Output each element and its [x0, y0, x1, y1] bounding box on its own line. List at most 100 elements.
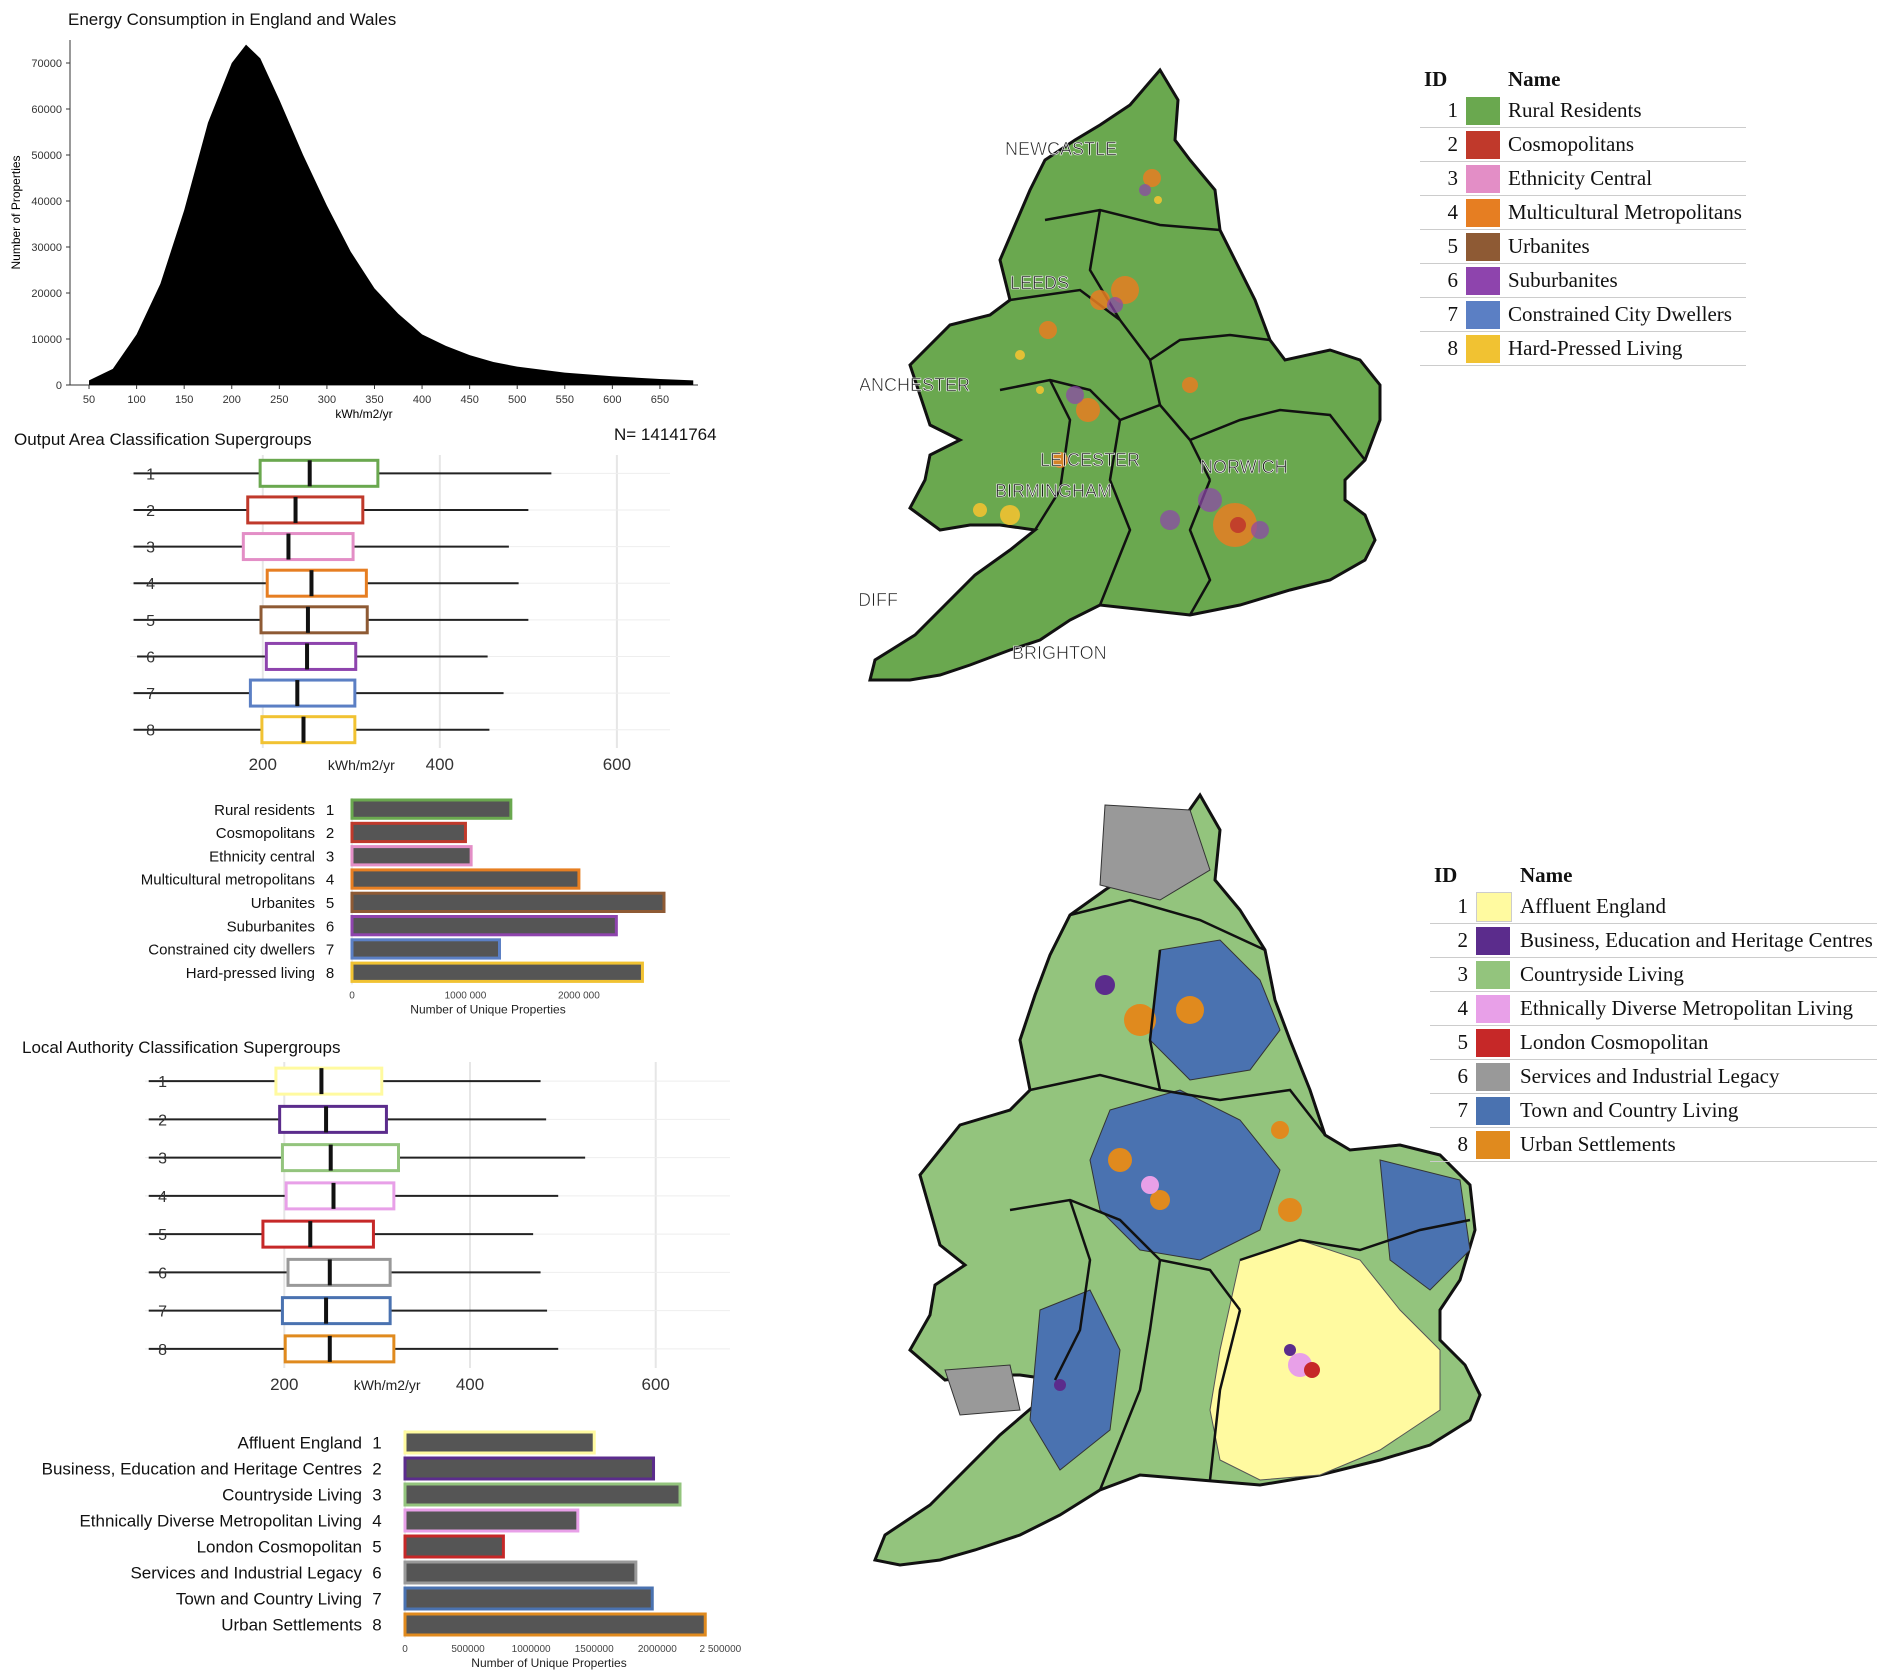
category-label: 2 — [146, 503, 155, 520]
bar-category-label: Suburbanites — [227, 918, 315, 935]
legend-name: Countryside Living — [1516, 957, 1877, 992]
lac-legend: ID Name 1 Affluent England 2 Business, Educ… — [1430, 860, 1877, 1162]
legend-name: Suburbanites — [1504, 263, 1746, 298]
bar-category-label: Constrained city dwellers — [148, 942, 315, 959]
lac-map — [872, 792, 1482, 1567]
legend-swatch — [1466, 232, 1500, 261]
legend-id: 6 — [1420, 263, 1462, 298]
legend-row: 3 Ethnicity Central — [1420, 161, 1746, 196]
bar-id-label: 1 — [372, 1434, 381, 1453]
x-axis-label: kWh/m2/yr — [328, 757, 395, 773]
category-label: 8 — [158, 1342, 167, 1359]
x-tick-label: 1000 000 — [445, 990, 487, 1001]
legend-row: 7 Constrained City Dwellers — [1420, 297, 1746, 332]
legend-name: London Cosmopolitan — [1516, 1025, 1877, 1060]
box-iqr — [259, 605, 369, 635]
x-tick-label: 100 — [127, 394, 145, 406]
legend-row: 4 Ethnically Diverse Metropolitan Living — [1430, 991, 1877, 1026]
legend-name-header: Name — [1508, 66, 1561, 91]
map-label-leicester: LEICESTER — [1040, 450, 1140, 470]
box-iqr — [260, 715, 357, 745]
legend-row: 2 Cosmopolitans — [1420, 127, 1746, 162]
x-tick-label: 1000000 — [512, 1644, 551, 1655]
y-axis-label: Number of Properties — [9, 155, 23, 269]
legend-swatch — [1466, 96, 1500, 125]
x-tick-label: 600 — [603, 755, 631, 774]
legend-id: 1 — [1420, 94, 1462, 128]
legend-name: Ethnicity Central — [1504, 161, 1746, 196]
legend-swatch — [1476, 960, 1510, 989]
bar — [403, 1508, 580, 1533]
legend-row: 6 Services and Industrial Legacy — [1430, 1059, 1877, 1094]
map-label-birmingham: BIRMINGHAM — [995, 481, 1112, 501]
legend-row: 2 Business, Education and Heritage Centre… — [1430, 923, 1877, 958]
map-label-norwich: NORWICH — [1200, 457, 1288, 477]
x-tick-label: 350 — [365, 394, 383, 406]
category-label: 2 — [158, 1112, 167, 1129]
legend-swatch — [1476, 1062, 1510, 1091]
category-label: 6 — [158, 1265, 167, 1282]
x-tick-label: 550 — [556, 394, 574, 406]
legend-swatch — [1466, 164, 1500, 193]
bar-id-label: 7 — [372, 1590, 381, 1609]
bar — [350, 938, 501, 960]
legend-swatch — [1466, 198, 1500, 227]
box-iqr — [258, 458, 380, 488]
legend-swatch — [1466, 130, 1500, 159]
legend-name: Urban Settlements — [1516, 1127, 1877, 1162]
bar-id-label: 2 — [326, 825, 334, 842]
legend-id: 5 — [1420, 229, 1462, 264]
legend-name: Multicultural Metropolitans — [1504, 195, 1746, 230]
legend-row: 5 Urbanites — [1420, 229, 1746, 264]
lac-boxplot-title: Local Authority Classification Supergrou… — [22, 1038, 341, 1057]
x-axis-label: kWh/m2/yr — [354, 1377, 421, 1393]
bar-category-label: Ethnically Diverse Metropolitan Living — [79, 1512, 362, 1531]
legend-name: Business, Education and Heritage Centres — [1516, 923, 1877, 958]
map-label-newcastle: NEWCASTLE — [1005, 139, 1117, 159]
sample-size-note: N= 14141764 — [614, 425, 717, 444]
category-label: 1 — [146, 466, 155, 483]
legend-swatch — [1466, 300, 1500, 329]
box-iqr — [274, 1066, 384, 1096]
legend-id: 2 — [1420, 127, 1462, 162]
map-label-manchester: MANCHESTER — [860, 375, 970, 395]
x-tick-label: 600 — [642, 1375, 670, 1394]
box-iqr — [261, 1219, 375, 1249]
x-tick-label: 1500000 — [575, 1644, 614, 1655]
x-tick-label: 400 — [456, 1375, 484, 1394]
category-label: 3 — [158, 1151, 167, 1168]
category-label: 5 — [146, 613, 155, 630]
map-label-leeds: LEEDS — [1010, 273, 1069, 293]
category-label: 6 — [146, 649, 155, 666]
legend-row: 8 Urban Settlements — [1430, 1127, 1877, 1162]
x-tick-label: 650 — [651, 394, 669, 406]
legend-id: 4 — [1430, 991, 1472, 1026]
x-tick-label: 2000 000 — [558, 990, 600, 1001]
oac-boxplot-chart: 200 400 600 1 2 3 4 5 6 7 8 kWh/m2/yr — [130, 455, 670, 774]
legend-swatch — [1466, 334, 1500, 363]
bar — [350, 891, 666, 913]
bar-id-label: 6 — [372, 1564, 381, 1583]
bar — [350, 821, 467, 844]
legend-id: 2 — [1430, 923, 1472, 958]
legend-name-header: Name — [1520, 862, 1573, 887]
legend-id: 5 — [1430, 1025, 1472, 1060]
box-iqr — [280, 1143, 400, 1173]
bar-id-label: 8 — [326, 965, 334, 982]
bar — [403, 1586, 654, 1611]
x-tick-label: 2 500000 — [700, 1644, 742, 1655]
x-tick-label: 0 — [349, 990, 355, 1001]
bar-id-label: 6 — [326, 918, 334, 935]
x-tick-label: 300 — [318, 394, 336, 406]
y-tick-label: 70000 — [31, 58, 62, 70]
x-tick-label: 200 — [249, 755, 277, 774]
map-label-cardiff: CARDIFF — [860, 590, 898, 610]
bar-category-label: Cosmopolitans — [216, 825, 315, 842]
lac-boxplot-chart: 200 400 600 1 2 3 4 5 6 7 8 kWh/m2/yr — [145, 1062, 730, 1394]
oac-map: NEWCASTLE LEEDS MANCHESTER LEICESTER NOR… — [860, 67, 1382, 682]
box-iqr — [246, 495, 365, 525]
category-label: 4 — [158, 1189, 167, 1206]
x-tick-label: 50 — [83, 394, 95, 406]
bar-category-label: Affluent England — [238, 1434, 362, 1453]
x-tick-label: 200 — [270, 1375, 298, 1394]
